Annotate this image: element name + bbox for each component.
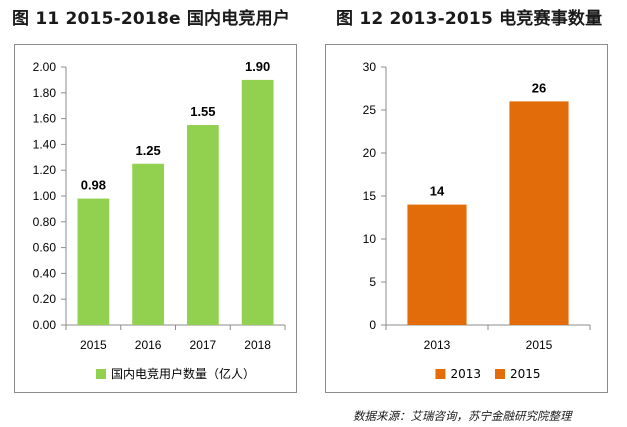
y-tick-label: 1.20 [33, 163, 57, 177]
figure-12-title: 图 12 2013-2015 电竞赛事数量 [336, 9, 603, 29]
y-tick-label: 0.60 [33, 241, 57, 255]
y-tick-label: 0.80 [33, 215, 57, 229]
legend-label: 2015 [510, 367, 541, 381]
bar-2013 [407, 204, 467, 325]
y-tick-label: 15 [363, 189, 377, 203]
x-tick-label: 2018 [244, 338, 271, 352]
y-tick-label: 10 [363, 232, 377, 246]
bar-2015 [77, 198, 110, 325]
esports-users-chart-panel: 0.00 0.20 0.40 0.60 0.80 1.00 1.20 1.40 1.60 1.80… [14, 44, 297, 393]
esports-users-chart: 0.00 0.20 0.40 0.60 0.80 1.00 1.20 1.40 1.60 1.80… [33, 59, 286, 381]
x-tick-label: 2017 [190, 338, 217, 352]
y-tick-label: 5 [369, 275, 376, 289]
esports-events-chart-panel: 0 5 10 15 20 25 30 2013 2015 14 26 2013 2015 [325, 44, 608, 393]
esports-events-chart: 0 5 10 15 20 25 30 2013 2015 14 26 2013 2015 [363, 60, 591, 381]
y-tick-label: 25 [363, 103, 377, 117]
legend-label: 国内电竞用户数量（亿人） [111, 366, 255, 381]
x-tick-label: 2013 [424, 338, 451, 352]
legend-swatch [435, 369, 446, 379]
data-label-2016: 1.25 [135, 143, 160, 158]
source-note: 数据来源：艾瑞咨询，苏宁金融研究院整理 [353, 409, 572, 423]
x-tick-label: 2016 [135, 338, 162, 352]
legend-swatch [495, 369, 505, 379]
bar-2017 [186, 125, 219, 325]
y-tick-label: 1.80 [33, 86, 57, 100]
legend-label: 2013 [450, 367, 481, 381]
x-tick-label: 2015 [80, 338, 107, 352]
y-tick-label: 1.40 [33, 137, 57, 151]
y-tick-label: 1.60 [33, 112, 57, 126]
data-label-2013: 14 [430, 184, 445, 199]
y-tick-label: 2.00 [33, 60, 57, 74]
y-tick-label: 0 [369, 318, 376, 332]
figure-11-title: 图 11 2015-2018e 国内电竞用户 [12, 9, 291, 29]
bar-2016 [132, 163, 165, 325]
x-tick-label: 2015 [526, 338, 553, 352]
legend-swatch [95, 369, 106, 379]
bar-2015 [509, 101, 569, 326]
y-tick-label: 0.00 [33, 318, 57, 332]
bar-2018 [241, 79, 274, 326]
data-label-2015: 0.98 [81, 178, 106, 193]
data-label-2015: 26 [532, 80, 546, 95]
y-tick-label: 30 [363, 60, 377, 74]
y-tick-label: 20 [363, 146, 377, 160]
y-tick-label: 0.20 [33, 292, 57, 306]
data-label-2018: 1.90 [245, 59, 270, 74]
y-tick-label: 1.00 [33, 189, 57, 203]
data-label-2017: 1.55 [190, 104, 215, 119]
y-tick-label: 0.40 [33, 266, 57, 280]
